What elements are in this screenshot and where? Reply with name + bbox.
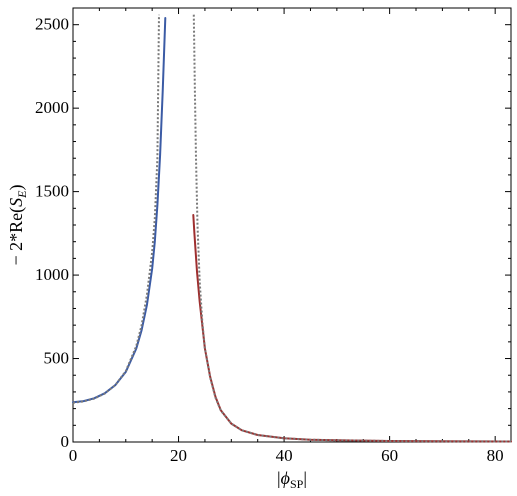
y-tick-label: 500	[44, 349, 70, 368]
x-axis-title: |ϕSP|	[277, 468, 307, 491]
y-tick-label: 0	[61, 432, 70, 451]
x-tick-label: 0	[69, 446, 78, 465]
y-tick-label: 2500	[35, 15, 69, 34]
x-tick-labels: 0 20 40 60 80	[69, 446, 504, 465]
x-tick-label: 20	[170, 446, 187, 465]
x-tick-label: 60	[381, 446, 398, 465]
series-group	[72, 14, 512, 443]
plot-frame	[72, 7, 512, 443]
y-tick-labels: 0 500 1000 1500 2000 2500	[35, 15, 69, 451]
series-line-4	[192, 14, 512, 443]
axis-ticks	[72, 7, 511, 443]
x-tick-label: 40	[276, 446, 293, 465]
y-axis-title: − 2*Re(SE)	[6, 185, 29, 266]
x-tick-label: 80	[487, 446, 504, 465]
y-tick-label: 2000	[35, 98, 69, 117]
series-line-1	[72, 17, 167, 404]
series-line-3	[72, 14, 160, 404]
y-tick-label: 1000	[35, 265, 69, 284]
y-tick-label: 1500	[35, 182, 69, 201]
series-line-2	[192, 214, 512, 443]
